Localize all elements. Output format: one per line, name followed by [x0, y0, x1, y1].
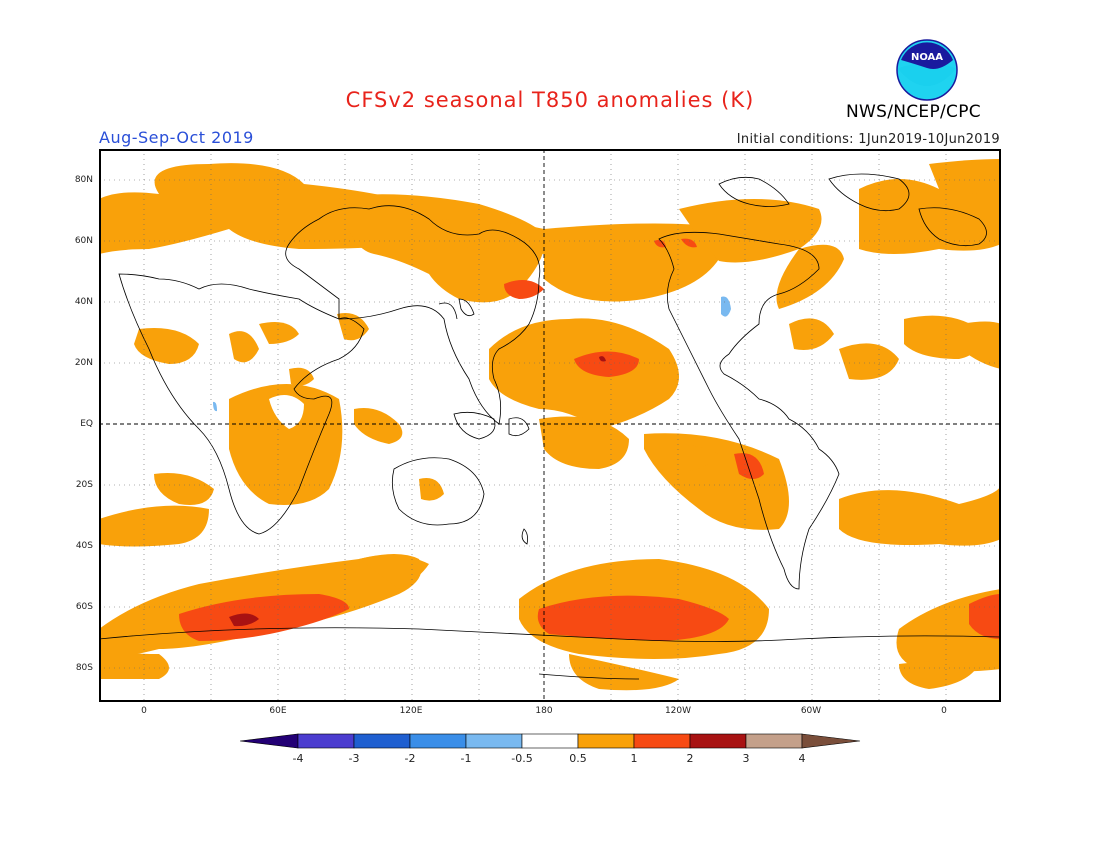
colorbar-segment — [577, 733, 635, 749]
lon-label-120e: 120E — [399, 706, 423, 716]
colorbar-label-neg3: -3 — [348, 752, 360, 765]
colorbar-label-2: 2 — [686, 752, 694, 765]
map-frame — [99, 149, 1001, 702]
initial-conditions-label: Initial conditions: 1Jun2019-10Jun2019 — [736, 132, 1000, 147]
season-label: Aug-Sep-Oct 2019 — [99, 128, 254, 147]
colorbar-segment — [801, 733, 861, 749]
lat-label-60n: 60N — [74, 236, 93, 246]
lon-label-60w: 60W — [800, 706, 822, 716]
lon-label-180: 180 — [535, 706, 553, 716]
agency-label: NWS/NCEP/CPC — [846, 102, 981, 122]
anomaly-regions-darkred — [229, 356, 606, 627]
colorbar-segment — [240, 733, 299, 749]
lat-label-20s: 20S — [75, 480, 93, 490]
lat-label-20n: 20N — [74, 358, 93, 368]
colorbar-label-neg4: -4 — [292, 752, 304, 765]
lat-label-40s: 40S — [75, 541, 93, 551]
lon-label-60e: 60E — [269, 706, 287, 716]
anomaly-regions-red — [179, 238, 1001, 641]
anomaly-regions-orange — [99, 159, 1001, 691]
lat-label-80n: 80N — [74, 175, 93, 185]
colorbar-label-neg1: -1 — [460, 752, 472, 765]
colorbar-label-05: 0.5 — [569, 752, 587, 765]
lon-label-0-east: 0 — [941, 706, 947, 716]
logo-text: NOAA — [911, 52, 943, 63]
colorbar-segment — [297, 733, 355, 749]
graticule — [99, 149, 1001, 702]
anomaly-regions-negative — [213, 296, 731, 412]
lat-label-80s: 80S — [75, 663, 93, 673]
chart-title: CFSv2 seasonal T850 anomalies (K) — [345, 88, 755, 112]
colorbar-segment — [521, 733, 579, 749]
colorbar-segment — [409, 733, 467, 749]
lon-label-120w: 120W — [664, 706, 692, 716]
colorbar-segment — [353, 733, 411, 749]
lat-label-60s: 60S — [75, 602, 93, 612]
colorbar-segment — [633, 733, 691, 749]
coastlines — [99, 173, 1001, 680]
colorbar-label-1: 1 — [630, 752, 638, 765]
colorbar-segment — [465, 733, 523, 749]
colorbar-label-3: 3 — [742, 752, 750, 765]
equator-dateline — [99, 149, 1001, 702]
colorbar — [240, 733, 861, 749]
colorbar-label-4: 4 — [798, 752, 806, 765]
noaa-logo: NOAA — [896, 39, 958, 101]
colorbar-label-neg2: -2 — [404, 752, 416, 765]
lat-label-40n: 40N — [74, 297, 93, 307]
colorbar-segment — [745, 733, 803, 749]
lat-label-eq: EQ — [80, 419, 93, 429]
colorbar-label-neg05: -0.5 — [511, 752, 533, 765]
colorbar-segment — [689, 733, 747, 749]
lon-label-0-west: 0 — [141, 706, 147, 716]
